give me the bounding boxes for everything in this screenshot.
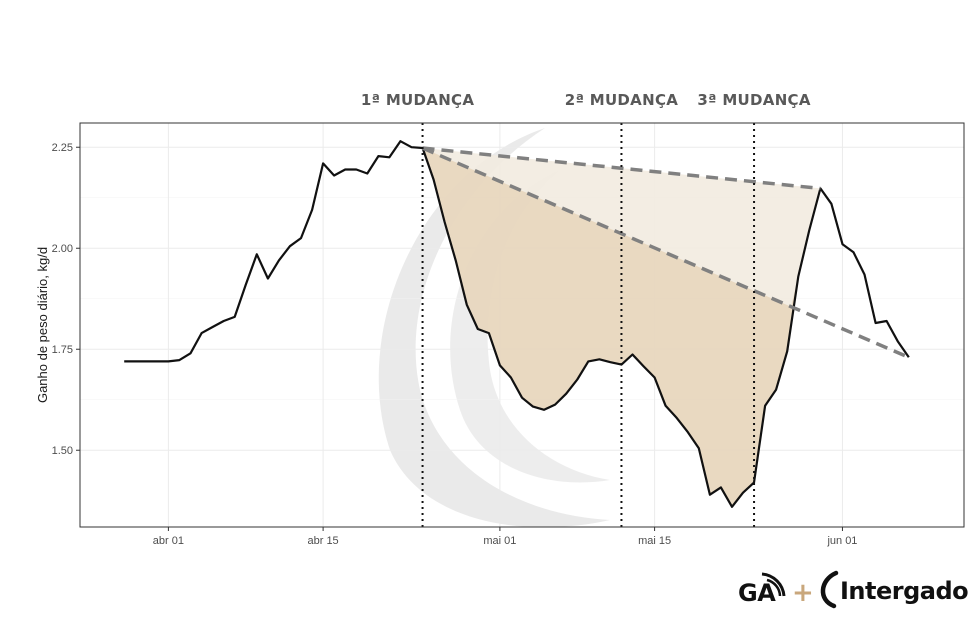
plot-panel-border bbox=[79, 122, 965, 528]
shaded-region-2 bbox=[422, 148, 799, 507]
y-axis-title: Ganho de peso diário, kg/d bbox=[35, 247, 50, 403]
x-tick-label: abr 15 bbox=[307, 535, 338, 547]
y-tick-label: 2.00 bbox=[52, 243, 73, 255]
change-label-2: 2ª MUDANÇA bbox=[565, 91, 679, 109]
y-tick-label: 1.75 bbox=[52, 344, 73, 356]
y-tick-label: 2.25 bbox=[52, 142, 73, 154]
intergado-logo: Intergado bbox=[820, 570, 969, 609]
change-label-3: 3ª MUDANÇA bbox=[697, 91, 811, 109]
ga-logo: GA bbox=[738, 572, 786, 607]
x-tick-label: jun 01 bbox=[826, 535, 857, 547]
plus-sign: + bbox=[792, 578, 814, 608]
ga-logo-text: GA bbox=[738, 579, 776, 607]
x-tick-label: abr 01 bbox=[153, 535, 184, 547]
change-label-1: 1ª MUDANÇA bbox=[361, 91, 475, 109]
x-tick-label: mai 15 bbox=[638, 535, 671, 547]
trend-line-1 bbox=[422, 146, 821, 191]
trend-lines bbox=[421, 146, 910, 359]
logos: GA + Intergado bbox=[738, 570, 969, 609]
series-layer bbox=[124, 140, 910, 508]
change-lines: 1ª MUDANÇA 2ª MUDANÇA 3ª MUDANÇA bbox=[361, 91, 811, 527]
y-tick-label: 1.50 bbox=[52, 445, 73, 457]
series-line bbox=[124, 140, 910, 508]
axes: 1.50 1.75 2.00 2.25 abr 01 abr 15 mai 01 mai 15… bbox=[52, 142, 858, 547]
x-tick-label: mai 01 bbox=[483, 535, 516, 547]
trend-line-2 bbox=[421, 146, 910, 359]
intergado-logo-text: Intergado bbox=[840, 577, 968, 605]
